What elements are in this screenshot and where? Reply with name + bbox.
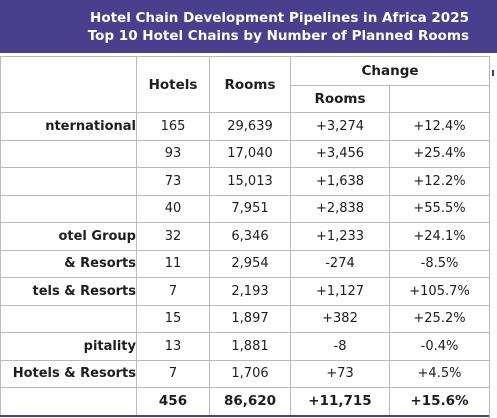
hotels-cell: 7 [136,359,210,388]
total-hotels-cell: 456 [136,387,210,417]
change-pct-cell: +12.4% [389,112,490,141]
right-edge-strip [489,53,497,418]
rooms-cell: 1,706 [209,359,291,388]
rooms-cell: 1,881 [209,332,291,361]
hotel-chain-name: otel Group [0,222,137,251]
table-row: 15 1,897 +382 +25.2% [0,304,490,333]
header-change-rooms: Rooms [290,85,390,113]
change-rooms-cell: +2,838 [290,194,390,223]
total-change-pct-cell: +15.6% [389,387,490,417]
hotels-cell: 13 [136,332,210,361]
hotel-chain-name-text: tels & Resorts [32,283,136,299]
change-pct-cell: +12.2% [389,167,490,196]
change-rooms-cell: +73 [290,359,390,388]
hotels-cell: 93 [136,139,210,168]
hotels-cell: 32 [136,222,210,251]
change-pct-cell: +25.2% [389,304,490,333]
hotel-chain-name: pitality [0,332,137,361]
table-row: tels & Resorts 7 2,193 +1,127 +105.7% [0,277,490,306]
table-row: nternational 165 29,639 +3,274 +12.4% [0,112,490,141]
change-rooms-cell: +382 [290,304,390,333]
header-row: Hotels Rooms Change [0,56,490,113]
header-hotels: Hotels [136,56,210,113]
hotel-chain-name: Hotels & Resorts [0,359,137,388]
total-row: 456 86,620 +11,715 +15.6% [0,387,490,417]
header-change-pct [389,85,490,113]
table-row: 73 15,013 +1,638 +12.2% [0,167,490,196]
table-row: 40 7,951 +2,838 +55.5% [0,194,490,223]
right-edge-line [489,56,490,418]
hotel-chain-name-text: & Resorts [64,256,136,272]
change-pct-cell: +55.5% [389,194,490,223]
rooms-cell: 29,639 [209,112,291,141]
right-edge-mark [492,70,494,76]
hotels-cell: 73 [136,167,210,196]
change-rooms-cell: +1,127 [290,277,390,306]
change-pct-cell: +105.7% [389,277,490,306]
change-rooms-cell: +1,233 [290,222,390,251]
rooms-cell: 6,346 [209,222,291,251]
pipeline-table: Hotels Rooms Change Rooms nternational 16… [0,56,490,417]
change-pct-cell: +25.4% [389,139,490,168]
change-rooms-cell: -8 [290,332,390,361]
subheader-row: Rooms [1,85,490,113]
change-rooms-cell: +3,274 [290,112,390,141]
hotel-chain-name [0,304,137,333]
header-rooms: Rooms [209,56,291,113]
hotel-chain-name: & Resorts [0,249,137,278]
hotel-chain-name-text: nternational [45,118,136,134]
rooms-cell: 2,193 [209,277,291,306]
table-row: otel Group 32 6,346 +1,233 +24.1% [0,222,490,251]
hotel-chain-name: tels & Resorts [0,277,137,306]
rooms-cell: 15,013 [209,167,291,196]
change-rooms-cell: -274 [290,249,390,278]
change-rooms-cell: +3,456 [290,139,390,168]
hotel-chain-name [0,139,137,168]
header-change: Change [290,56,490,86]
change-rooms-cell: +1,638 [290,167,390,196]
hotel-chain-name-text: Hotels & Resorts [12,366,136,382]
change-pct-cell: +4.5% [389,359,490,388]
total-rooms-cell: 86,620 [209,387,291,417]
table-row: & Resorts 11 2,954 -274 -8.5% [0,249,490,278]
table-header-banner: Hotel Chain Development Pipelines in Afr… [0,0,497,53]
hotels-cell: 15 [136,304,210,333]
table-row: Hotels & Resorts 7 1,706 +73 +4.5% [0,359,490,388]
rooms-cell: 17,040 [209,139,291,168]
rooms-cell: 2,954 [209,249,291,278]
hotel-chain-name [0,194,137,223]
table-row: 93 17,040 +3,456 +25.4% [0,139,490,168]
total-label-cell [0,387,137,417]
hotels-cell: 165 [136,112,210,141]
hotels-cell: 11 [136,249,210,278]
hotels-cell: 7 [136,277,210,306]
change-pct-cell: -8.5% [389,249,490,278]
hotel-chain-name: nternational [0,112,137,141]
change-pct-cell: +24.1% [389,222,490,251]
total-change-rooms-cell: +11,715 [290,387,390,417]
hotel-chain-name [0,167,137,196]
table-title: Hotel Chain Development Pipelines in Afr… [90,10,469,26]
rooms-cell: 1,897 [209,304,291,333]
rooms-cell: 7,951 [209,194,291,223]
hotel-chain-name-text: pitality [83,338,136,354]
table-row: pitality 13 1,881 -8 -0.4% [0,332,490,361]
hotels-cell: 40 [136,194,210,223]
change-pct-cell: -0.4% [389,332,490,361]
header-name-cell [0,56,137,113]
hotel-chain-name-text: otel Group [58,228,136,244]
table-subtitle: Top 10 Hotel Chains by Number of Planned… [87,28,469,44]
